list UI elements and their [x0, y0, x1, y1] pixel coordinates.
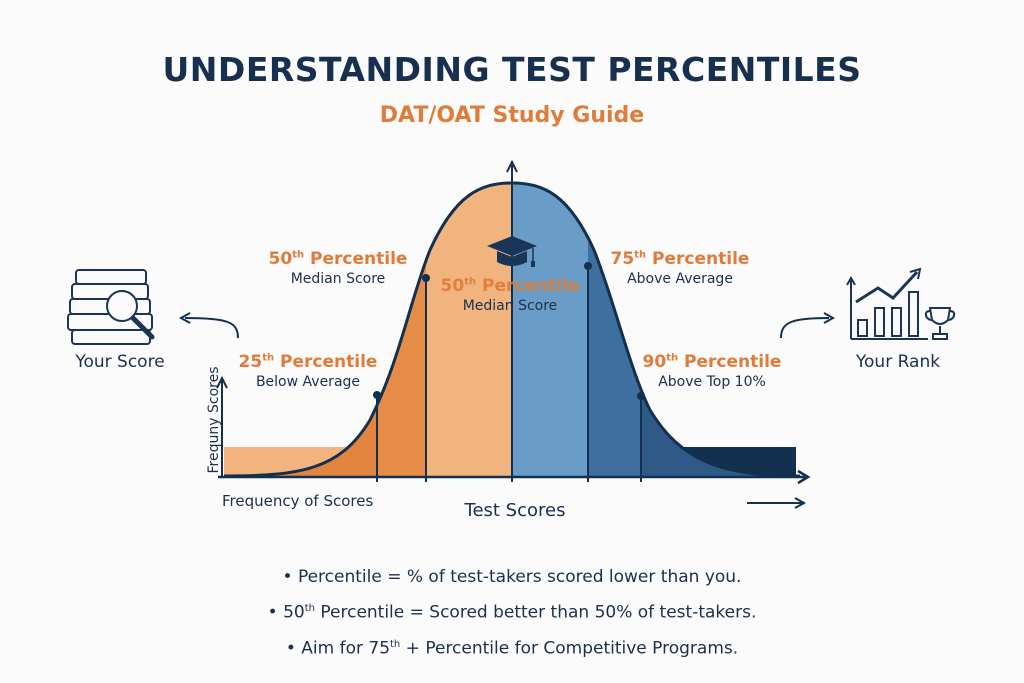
bullet-item: • Percentile = % of test-takers scored l…	[282, 567, 742, 587]
marker-90th: 90th Percentile Above Top 10%	[642, 352, 782, 390]
books-magnifier-icon	[67, 269, 155, 345]
y-axis-label: Frequny Scores	[206, 366, 222, 474]
graduation-cap-icon	[487, 236, 537, 267]
x-axis-label: Test Scores	[464, 500, 566, 521]
x-caption: Frequency of Scores	[222, 492, 374, 510]
bullet-item: • Aim for 75th + Percentile for Competit…	[285, 638, 739, 659]
your-score-label: Your Score	[75, 352, 165, 372]
bullet-item: • 50th Percentile = Scored better than 5…	[267, 602, 757, 623]
marker-50th-left: 50th Percentile Median Score	[268, 249, 408, 287]
growth-chart-trophy-icon	[846, 267, 956, 340]
right-curved-arrow	[780, 317, 830, 339]
marker-75th: 75th Percentile Above Average	[610, 249, 750, 287]
page-subtitle: DAT/OAT Study Guide	[379, 103, 645, 128]
marker-50th-center: 50th Percentile Median Score	[440, 276, 580, 314]
page-title: UNDERSTANDING TEST PERCENTILES	[162, 50, 862, 89]
marker-25th: 25th Percentile Below Average	[238, 352, 378, 390]
key-points-list: • Percentile = % of test-takers scored l…	[0, 562, 1024, 664]
your-rank-label: Your Rank	[855, 352, 941, 372]
left-curved-arrow	[184, 317, 239, 339]
